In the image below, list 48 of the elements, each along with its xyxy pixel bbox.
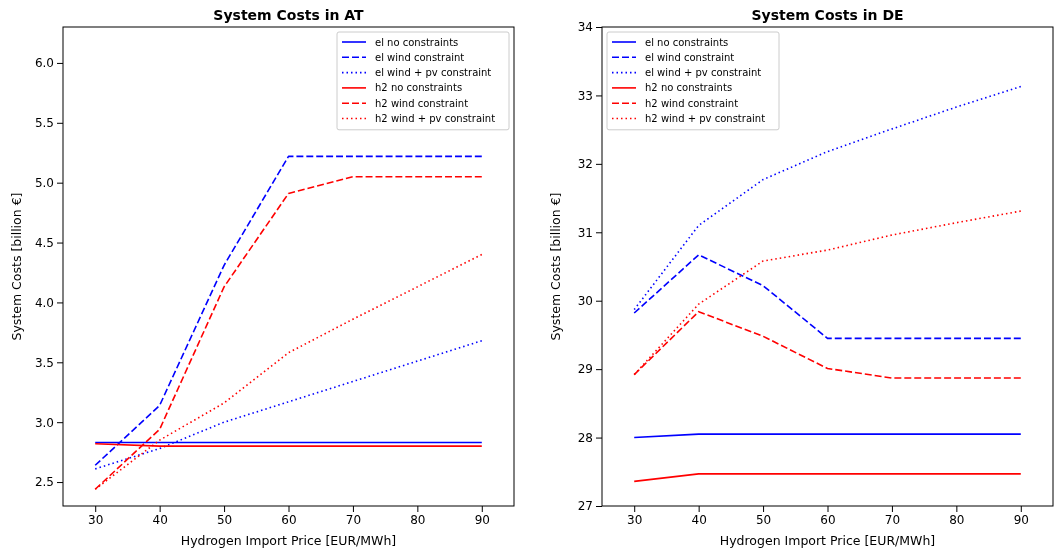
chart-title: System Costs in DE <box>751 7 904 23</box>
legend-label: h2 wind + pv constraint <box>645 113 766 124</box>
x-tick-label: 40 <box>691 512 707 527</box>
x-tick-label: 60 <box>820 512 836 527</box>
legend-label: el no constraints <box>645 36 729 48</box>
x-tick-label: 50 <box>755 512 772 527</box>
y-tick-label: 28 <box>577 430 593 445</box>
legend-label: el no constraints <box>375 36 459 48</box>
legend-label: el wind + pv constraint <box>645 67 762 79</box>
y-tick-label: 29 <box>577 362 593 377</box>
legend-label: h2 wind constraint <box>645 97 739 109</box>
y-tick-label: 31 <box>577 225 593 240</box>
y-tick-label: 34 <box>577 20 593 35</box>
x-tick-label: 60 <box>281 512 297 527</box>
y-tick-label: 6.0 <box>34 56 54 71</box>
x-tick-label: 70 <box>884 512 901 527</box>
y-tick-label: 32 <box>577 157 593 172</box>
y-tick-label: 5.0 <box>34 176 54 191</box>
y-tick-label: 30 <box>577 294 593 309</box>
x-axis-title: Hydrogen Import Price [EUR/MWh] <box>719 533 936 548</box>
x-tick-label: 80 <box>410 512 426 527</box>
chart-title: System Costs in AT <box>213 7 365 23</box>
y-tick-label: 5.5 <box>34 116 54 131</box>
y-tick-label: 4.0 <box>34 295 54 310</box>
y-axis-title: System Costs [billion €] <box>9 192 24 341</box>
x-tick-label: 90 <box>474 512 490 527</box>
y-tick-label: 33 <box>577 88 593 103</box>
y-axis-title: System Costs [billion €] <box>548 192 563 341</box>
y-tick-label: 4.5 <box>34 235 54 250</box>
x-tick-label: 90 <box>1013 512 1029 527</box>
y-tick-label: 3.5 <box>34 355 54 370</box>
legend-label: h2 no constraints <box>645 82 733 94</box>
x-tick-label: 50 <box>216 512 233 527</box>
y-tick-label: 27 <box>577 499 593 514</box>
x-tick-label: 40 <box>152 512 168 527</box>
y-tick-label: 2.5 <box>34 475 54 490</box>
y-tick-label: 3.0 <box>34 415 54 430</box>
legend-label: h2 wind constraint <box>375 97 469 109</box>
x-axis-title: Hydrogen Import Price [EUR/MWh] <box>180 533 397 548</box>
legend-label: el wind constraint <box>645 51 735 63</box>
x-tick-label: 70 <box>345 512 362 527</box>
legend-label: h2 no constraints <box>375 82 463 94</box>
legend-label: el wind + pv constraint <box>375 67 492 79</box>
x-tick-label: 30 <box>627 512 643 527</box>
x-tick-label: 80 <box>949 512 965 527</box>
legend-label: el wind constraint <box>375 51 465 63</box>
x-tick-label: 30 <box>88 512 104 527</box>
legend-label: h2 wind + pv constraint <box>375 113 496 124</box>
